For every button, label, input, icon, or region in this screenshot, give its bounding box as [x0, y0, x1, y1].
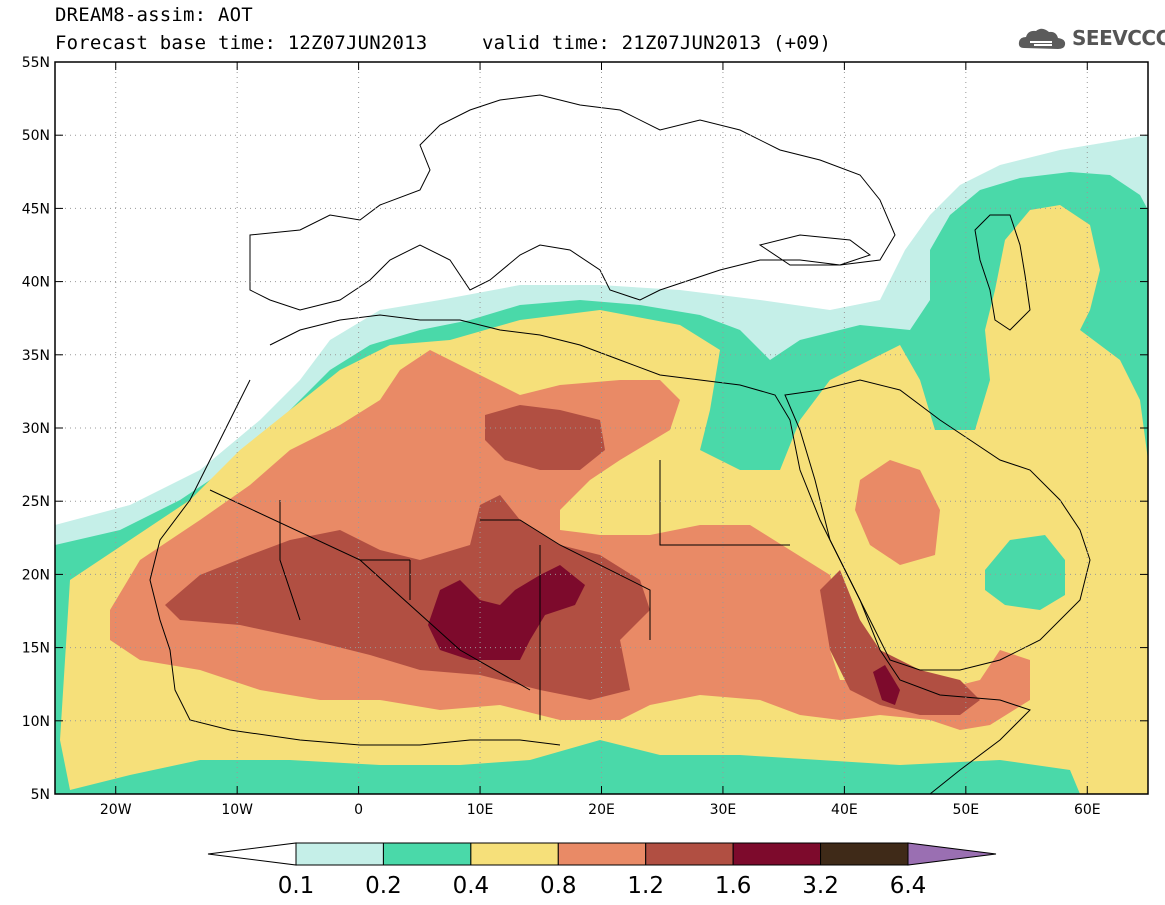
logo-text: SEEVCCC — [1072, 26, 1165, 50]
lat-label: 45N — [22, 201, 50, 217]
coastlines — [149, 94, 1091, 794]
lat-label: 40N — [22, 275, 50, 291]
lon-label: 20E — [588, 802, 615, 818]
colorbar-segment — [732, 842, 822, 866]
axis-labels: 55N 50N 45N 40N 35N 30N 25N 20N 15N 10N 5N 20W 10W 0 1… — [22, 55, 1101, 818]
lat-label: 5N — [31, 787, 50, 803]
colorbar-high-extend — [907, 842, 997, 866]
lon-label: 30E — [710, 802, 737, 818]
colorbar-segment — [382, 842, 472, 866]
lat-label: 20N — [22, 567, 50, 583]
coastline-arabia — [784, 379, 1091, 671]
valid-time: valid time: 21Z07JUN2013 (+09) — [482, 32, 832, 54]
aot-band-1.6-yemen — [873, 665, 900, 705]
colorbar-segment — [557, 842, 647, 866]
colorbar-label: 1.2 — [627, 873, 664, 899]
lon-label: 20W — [100, 802, 132, 818]
borders-africa — [209, 460, 790, 720]
colorbar-label: 0.8 — [540, 873, 577, 899]
colorbar-segment — [295, 842, 384, 866]
lon-label: 60E — [1074, 802, 1101, 818]
lat-label: 10N — [22, 714, 50, 730]
colorbar-segment — [820, 842, 909, 866]
colorbar-label: 6.4 — [890, 873, 927, 899]
graticule — [55, 62, 1148, 794]
aot-band-1.6 — [428, 565, 585, 660]
cloud-icon — [1018, 28, 1066, 49]
colorbar-label: 0.1 — [278, 873, 315, 899]
colorbar-label: 0.4 — [453, 873, 490, 899]
lat-label: 15N — [22, 641, 50, 657]
forecast-base-time: Forecast base time: 12Z07JUN2013 — [55, 32, 428, 54]
lon-label: 50E — [952, 802, 979, 818]
lat-label: 30N — [22, 421, 50, 437]
coastline-caspian — [974, 214, 1031, 331]
lat-label: 35N — [22, 348, 50, 364]
colorbar-low-extend — [207, 842, 297, 866]
map-title: DREAM8-assim: AOT — [55, 4, 253, 26]
aot-band-1.2-north — [485, 405, 605, 470]
lon-label: 10W — [221, 802, 253, 818]
colorbar-label: 1.6 — [715, 873, 752, 899]
colorbar — [207, 842, 997, 866]
aot-band-0.2-mideast — [985, 535, 1065, 610]
colorbar-label: 3.2 — [802, 873, 839, 899]
aot-band-1.2 — [165, 495, 650, 700]
lon-label: 40E — [831, 802, 858, 818]
colorbar-label: 0.2 — [365, 873, 402, 899]
coastline-africa — [149, 314, 1031, 794]
coastline-blacksea — [758, 234, 872, 266]
lat-label: 25N — [22, 494, 50, 510]
lat-label: 55N — [22, 55, 50, 71]
lon-label: 0 — [354, 802, 363, 818]
colorbar-labels: 0.1 0.2 0.4 0.8 1.2 1.6 3.2 6.4 — [278, 873, 927, 899]
lat-label: 50N — [22, 128, 50, 144]
aot-band-0.8-arabia — [855, 460, 940, 565]
lon-label: 10E — [467, 802, 494, 818]
aot-band-1.2-redsea — [820, 570, 980, 715]
axis-ticks — [55, 61, 1148, 795]
colorbar-segment — [470, 842, 559, 866]
colorbar-segment — [645, 842, 734, 866]
